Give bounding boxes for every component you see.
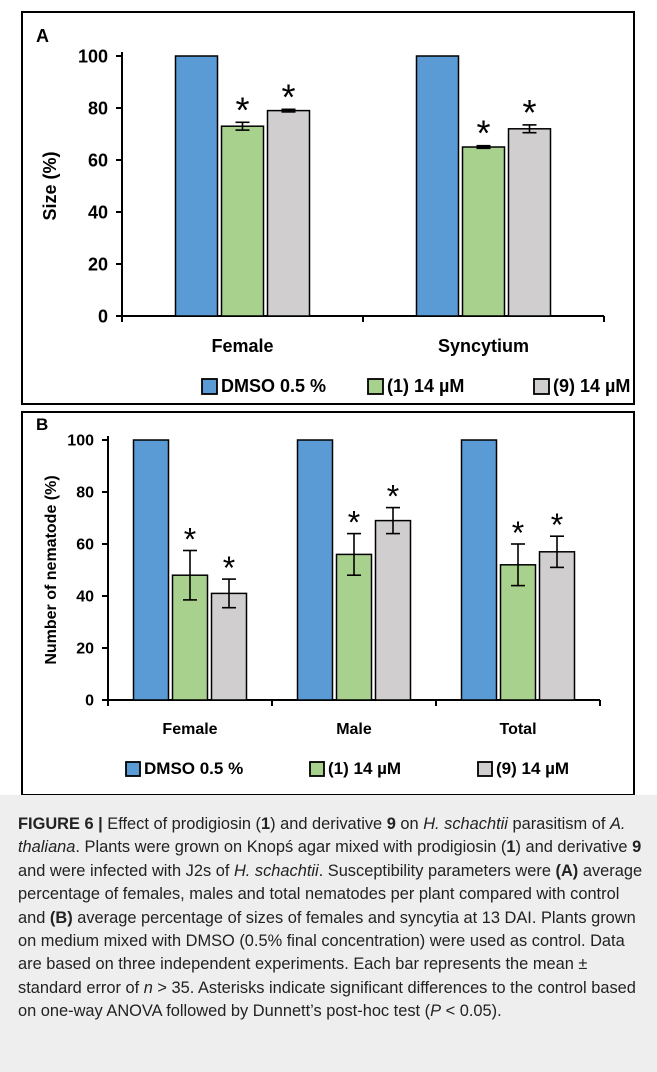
bar-1 [174,55,219,317]
significance-asterisk: * [184,522,196,558]
caption-run: and were infected with J2s of [18,861,234,880]
bar-1 [415,55,460,317]
caption-run: 1 [260,815,271,833]
caption-run: P [430,1002,442,1021]
significance-asterisk: * [235,89,249,130]
figure-caption: FIGURE 6 | Effect of prodigiosin (1) and… [0,795,657,1072]
caption-run: (B) [49,908,73,927]
chart-b-svg: B 0 20 40 60 80 100 Number of nematode (%) * * Fem… [21,411,635,795]
y-tick-label: 40 [76,589,94,606]
bar-3 [538,551,576,701]
category-label: Total [499,721,536,738]
significance-asterisk: * [281,76,295,117]
legend-label: (1) 14 µM [387,376,464,396]
y-tick-label: 20 [88,254,108,274]
y-axis-label: Size (%) [40,151,60,220]
legend-label: DMSO 0.5 % [221,376,326,396]
significance-asterisk: * [551,507,563,543]
y-tick-label: 60 [88,150,108,170]
panel-label: B [36,415,48,434]
caption-run: 9 [386,815,396,833]
caption-run: H. schachtii [233,861,319,880]
caption-run: (A) [555,861,579,880]
chart-panel-b: B 0 20 40 60 80 100 Number of nematode (%) * * Fem… [0,410,657,795]
legend-swatch [533,378,550,395]
caption-run: ) and derivative [270,815,387,833]
bar-2 [171,574,209,701]
y-tick-label: 80 [88,98,108,118]
bar-3 [507,128,552,317]
y-tick-label: 0 [85,693,94,710]
caption-run: on [395,815,424,833]
legend-swatch [201,378,218,395]
caption-run: Effect of prodigiosin ( [102,815,261,833]
caption-run: parasitism of [507,815,610,833]
y-tick-label: 80 [76,485,94,502]
significance-asterisk: * [522,92,536,133]
bar-1 [296,439,334,701]
y-tick-label: 100 [78,46,108,66]
legend-swatch [477,761,493,777]
category-label: Female [162,721,217,738]
significance-asterisk: * [387,479,399,515]
chart-a-svg: A 0 20 40 60 80 100 Size (%) * * Female * * Syncytium… [21,11,635,405]
legend-label: DMSO 0.5 % [144,759,243,778]
chart-frame [21,411,635,795]
legend-swatch [125,761,141,777]
category-label: Syncytium [438,336,529,356]
caption-run: ) and derivative [515,838,633,857]
bar-1 [132,439,170,701]
chart-frame [21,11,635,405]
caption-figure-label: FIGURE 6 | [18,815,103,833]
category-label: Male [336,721,372,738]
y-tick-label: 20 [76,641,94,658]
caption-run: average percentage of sizes of females a… [18,908,636,997]
y-tick-label: 60 [76,537,94,554]
bar-2 [335,553,373,701]
significance-asterisk: * [512,515,524,551]
panel-label: A [36,26,49,46]
caption-run: n [143,978,153,997]
significance-asterisk: * [476,113,490,154]
y-tick-label: 0 [98,306,108,326]
caption-run: > 35. Asterisks indicate significant dif… [18,978,636,1021]
y-tick-label: 100 [67,433,94,450]
caption-run: average percentage of females, males and… [18,861,643,927]
bar-3 [210,592,248,701]
significance-asterisk: * [348,505,360,541]
caption-run: 9 [632,838,642,857]
caption-body: Effect of prodigiosin (1) and derivative… [18,815,642,1020]
bar-1 [460,439,498,701]
bar-2 [461,146,506,317]
significance-asterisk: * [223,550,235,586]
caption-run: < 0.05). [441,1002,502,1021]
caption-run: . Plants were grown on Knopś agar mixed … [75,838,507,857]
bar-3 [266,109,311,317]
y-tick-label: 40 [88,202,108,222]
y-axis-label: Number of nematode (%) [43,475,60,664]
legend-swatch [309,761,325,777]
legend-label: (9) 14 µM [553,376,630,396]
legend-swatch [367,378,384,395]
caption-run: A. thaliana [18,815,626,857]
chart-panel-a: A 0 20 40 60 80 100 Size (%) * * Female * * Syncytium… [0,0,657,410]
caption-run: . Susceptibility parameters were [318,861,556,880]
legend-label: (1) 14 µM [328,759,401,778]
legend-label: (9) 14 µM [496,759,569,778]
caption-run: 1 [506,838,516,857]
caption-run: H. schachtii [423,815,508,833]
bar-2 [220,125,265,317]
category-label: Female [211,336,273,356]
bar-3 [374,519,412,701]
